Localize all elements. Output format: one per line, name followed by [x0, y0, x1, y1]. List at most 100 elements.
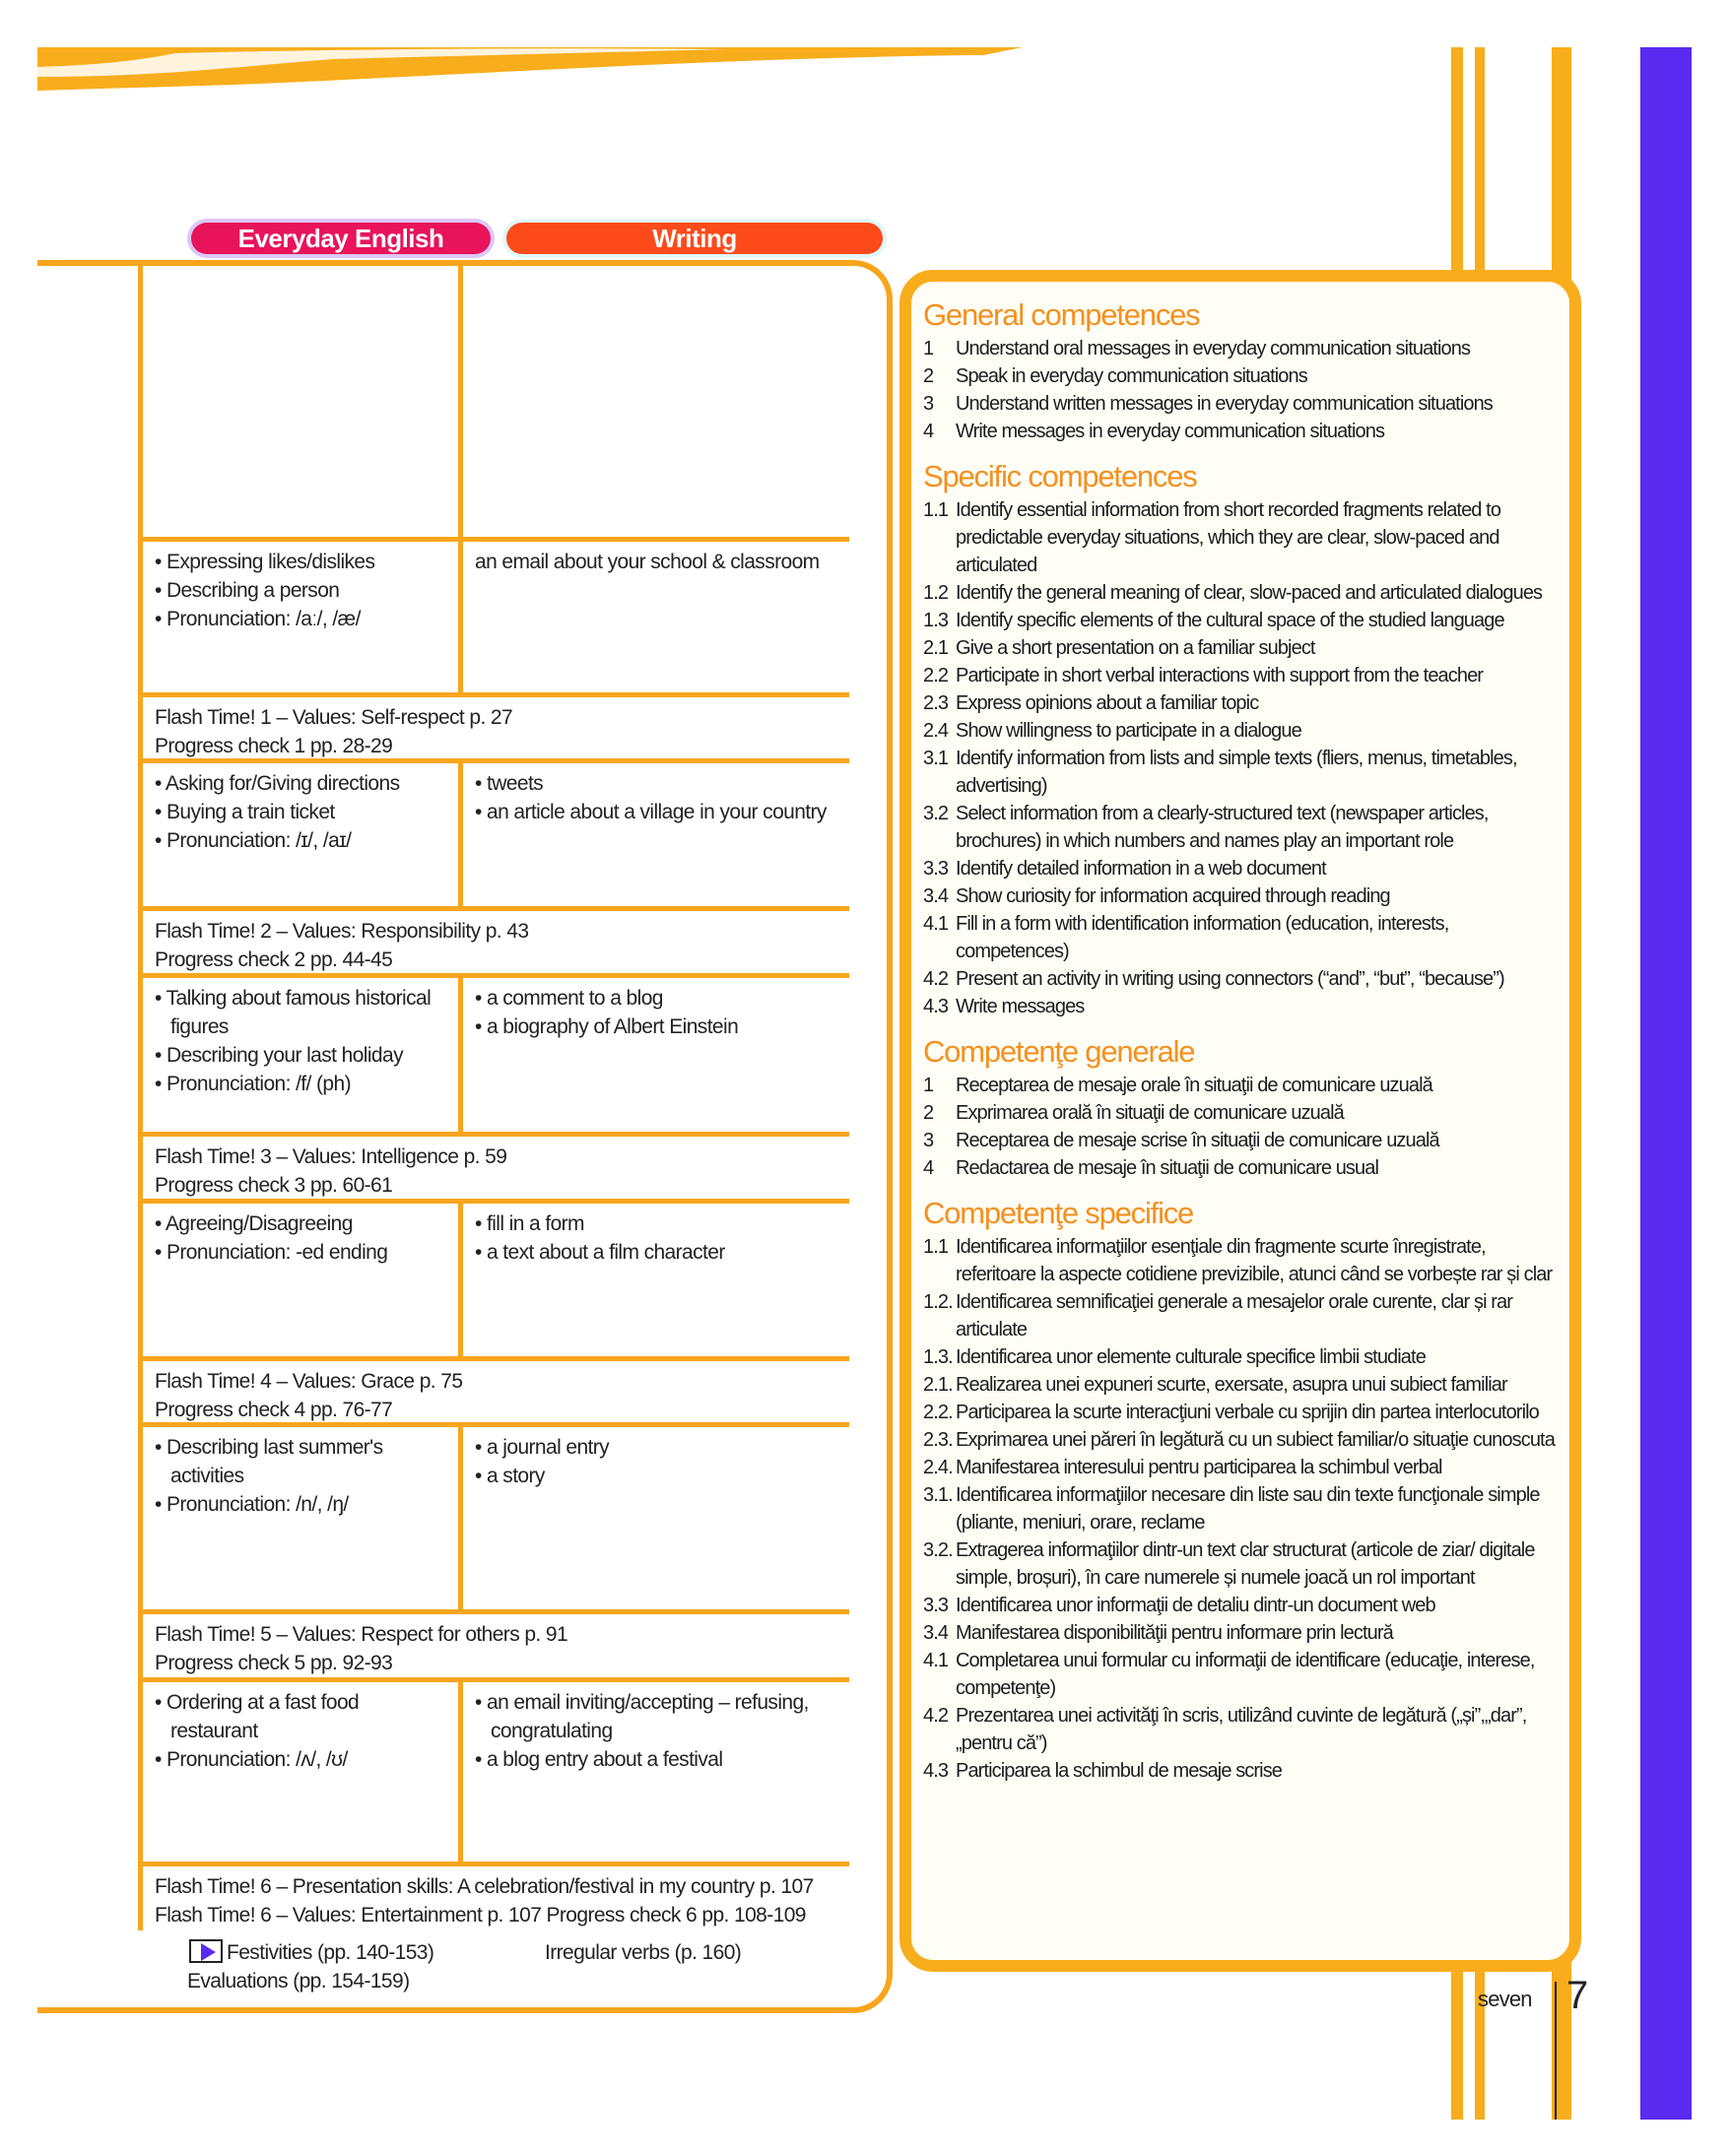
section-heading: Competenţe specifice — [923, 1196, 1194, 1230]
footer-irregular-verbs: Irregular verbs (p. 160) — [545, 1941, 742, 1964]
writing-cell: • a comment to a blog • a biography of Al… — [463, 978, 849, 1132]
competence-item: 2 Exprimarea orală în situaţii de comunic… — [923, 1099, 1560, 1127]
competence-item: 2.4. Manifestarea interesului pentru part… — [923, 1454, 1560, 1481]
item-text: Completarea unui formular cu informaţii … — [956, 1650, 1535, 1699]
cell-line: • Pronunciation: /aː/, /æ/ — [155, 608, 361, 630]
item-number: 1 — [923, 338, 934, 359]
ee-cell: • Asking for/Giving directions • Buying a… — [138, 763, 463, 906]
competence-item: 2.1. Realizarea unei expuneri scurte, exe… — [923, 1371, 1560, 1399]
cell-line: • a biography of Albert Einstein — [475, 1015, 739, 1038]
cell-line: • a comment to a blog — [475, 987, 663, 1010]
cell-line: Progress check 5 pp. 92-93 — [155, 1652, 393, 1674]
competences-panel: General competences 1 Understand oral mess… — [899, 270, 1581, 1972]
item-number: 1.2. — [923, 1291, 954, 1313]
item-text: Redactarea de mesaje în situaţii de comu… — [956, 1157, 1379, 1179]
item-number: 1.2 — [923, 582, 949, 604]
cell-line: Progress check 3 pp. 60-61 — [155, 1174, 393, 1197]
item-number: 2 — [923, 1102, 934, 1124]
item-text: Present an activity in writing using con… — [956, 968, 1505, 990]
syllabus-table — [37, 260, 893, 2013]
cell-line: • Pronunciation: /n/, /ŋ/ — [155, 1493, 349, 1516]
competence-item: 3.2. Extragerea informaţiilor dintr-un te… — [923, 1536, 1560, 1592]
cell-line: Progress check 1 pp. 28-29 — [155, 735, 393, 757]
competence-item: 4 Redactarea de mesaje în situaţii de com… — [923, 1154, 1560, 1182]
writing-cell: • tweets • an article about a village in … — [463, 763, 849, 906]
competence-item: 2.2 Participate in short verbal interacti… — [923, 662, 1560, 689]
competence-item: 1 Receptarea de mesaje orale în situaţii … — [923, 1072, 1560, 1099]
cell-line: • Pronunciation: /f/ (ph) — [155, 1073, 352, 1095]
flash-cell: Flash Time! 4 – Values: Grace p. 75 Progr… — [138, 1361, 849, 1422]
item-text: Show willingness to participate in a dia… — [956, 720, 1302, 742]
page-divider — [1555, 1982, 1557, 2120]
competence-item: 2.3 Express opinions about a familiar top… — [923, 689, 1560, 717]
item-text: Identificarea unor elemente culturale sp… — [956, 1346, 1427, 1368]
item-text: Identify specific elements of the cultur… — [956, 610, 1505, 631]
cell-line: Flash Time! 3 – Values: Intelligence p. … — [155, 1145, 507, 1168]
competence-item: 4.3 Write messages — [923, 993, 1560, 1020]
cell-line: • a text about a film character — [475, 1241, 725, 1264]
cell-line: Progress check 2 pp. 44-45 — [155, 948, 393, 971]
section-heading: General competences — [923, 297, 1201, 332]
competence-item: 3.3 Identificarea unor informaţii de deta… — [923, 1592, 1560, 1619]
item-text: Manifestarea interesului pentru particip… — [956, 1457, 1442, 1478]
item-text: Write messages in everyday communication… — [956, 421, 1385, 442]
competence-item: 3 Receptarea de mesaje scrise în situaţii… — [923, 1127, 1560, 1154]
item-text: Realizarea unei expuneri scurte, exersat… — [956, 1374, 1508, 1396]
writing-cell — [463, 265, 849, 537]
cell-line: • an article about a village in your cou… — [475, 801, 827, 823]
item-text: Understand oral messages in everyday com… — [956, 338, 1471, 359]
cell-line: Flash Time! 2 – Values: Responsibility p… — [155, 920, 529, 943]
item-text: Receptarea de mesaje orale în situaţii d… — [956, 1075, 1433, 1096]
flash-time-row: Flash Time! 3 – Values: Intelligence p. … — [138, 1132, 849, 1199]
item-text: Exprimarea unei păreri în legătură cu un… — [956, 1429, 1556, 1451]
competence-item: 1.2 Identify the general meaning of clear… — [923, 579, 1560, 607]
item-text: Exprimarea orală în situaţii de comunica… — [956, 1102, 1345, 1124]
cell-line: • Describing your last holiday — [155, 1044, 404, 1067]
competence-item: 4.3 Participarea la schimbul de mesaje sc… — [923, 1757, 1560, 1785]
item-number: 2.3 — [923, 692, 949, 714]
competence-item: 4 Write messages in everyday communicatio… — [923, 418, 1560, 445]
item-number: 2 — [923, 365, 934, 387]
page-number: 7 — [1566, 1974, 1589, 2017]
item-number: 2.1. — [923, 1374, 954, 1396]
cell-line: Flash Time! 1 – Values: Self-respect p. … — [155, 706, 513, 729]
item-number: 3.1 — [923, 748, 949, 769]
tab-writing: Writing — [502, 219, 887, 258]
item-text: Participarea la schimbul de mesaje scris… — [956, 1760, 1283, 1782]
unit-row: • Agreeing/Disagreeing • Pronunciation: -… — [138, 1199, 849, 1356]
flash-cell: Flash Time! 6 – Presentation skills: A c… — [138, 1866, 849, 1930]
unit-row: • Asking for/Giving directions • Buying a… — [138, 758, 849, 906]
item-number: 1 — [923, 1075, 934, 1096]
footer-evaluations: Evaluations (pp. 154-159) — [187, 1970, 410, 1993]
item-number: 1.3 — [923, 610, 949, 631]
item-text: Identificarea semnificaţiei generale a m… — [956, 1291, 1513, 1340]
item-number: 3.3 — [923, 858, 949, 880]
item-number: 2.4 — [923, 720, 949, 742]
competence-item: 4.2 Present an activity in writing using … — [923, 965, 1560, 993]
flash-cell: Flash Time! 1 – Values: Self-respect p. … — [138, 697, 849, 758]
cell-line: • Asking for/Giving directions — [155, 772, 400, 795]
cell-line: • Describing a person — [155, 579, 340, 602]
ee-cell: • Talking about famous historical figure… — [138, 978, 463, 1132]
cell-line: • tweets — [475, 772, 544, 795]
item-number: 3 — [923, 1130, 934, 1151]
competence-item: 1.2. Identificarea semnificaţiei generale… — [923, 1288, 1560, 1343]
cell-line: • Pronunciation: -ed ending — [155, 1241, 388, 1264]
cell-line: • an email inviting/accepting – refusing… — [475, 1691, 809, 1742]
ee-cell: • Ordering at a fast food restaurant • Pr… — [138, 1682, 463, 1862]
competence-item: 3.2 Select information from a clearly-str… — [923, 800, 1560, 855]
cell-line: • Pronunciation: /ɪ/, /aɪ/ — [155, 829, 352, 852]
item-text: Select information from a clearly-struct… — [956, 803, 1489, 852]
footer-festivities: Festivities (pp. 140-153) — [189, 1938, 434, 1967]
item-text: Fill in a form with identification infor… — [956, 913, 1449, 962]
competence-item: 1.1 Identify essential information from s… — [923, 496, 1560, 579]
ee-cell: • Expressing likes/dislikes • Describing … — [138, 542, 463, 692]
item-number: 4 — [923, 421, 934, 442]
unit-row: • Expressing likes/dislikes • Describing … — [138, 537, 849, 692]
competence-item: 2.2. Participarea la scurte interacţiuni … — [923, 1399, 1560, 1426]
cell-line: • Talking about famous historical figure… — [155, 987, 432, 1038]
item-text: Write messages — [956, 996, 1085, 1017]
cell-line: • Expressing likes/dislikes — [155, 551, 375, 573]
item-number: 4.2 — [923, 968, 949, 990]
flash-cell: Flash Time! 3 – Values: Intelligence p. … — [138, 1137, 849, 1199]
